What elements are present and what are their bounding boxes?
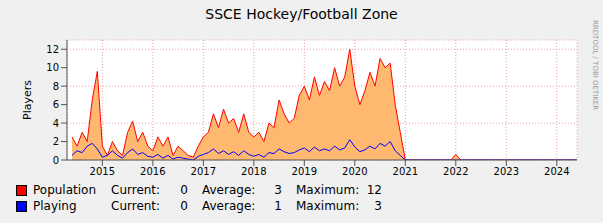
html-text:Average:: Average: [202, 199, 256, 213]
svg-text:0: 0 [53, 155, 59, 166]
html-text:RRDTOOL / TOBI OETIKER: RRDTOOL / TOBI OETIKER [591, 20, 599, 111]
svg-text:2015: 2015 [90, 166, 115, 177]
html-text:1: 1 [274, 199, 282, 213]
html-text:Maximum:: Maximum: [296, 183, 360, 197]
svg-text:2023: 2023 [494, 166, 519, 177]
svg-text:2019: 2019 [292, 166, 317, 177]
svg-text:2022: 2022 [443, 166, 468, 177]
html-text:Average:: Average: [202, 183, 256, 197]
html-text:Maximum:: Maximum: [296, 199, 360, 213]
svg-text:2024: 2024 [544, 166, 569, 177]
svg-text:2018: 2018 [241, 166, 266, 177]
html-text:3: 3 [274, 183, 282, 197]
svg-text:2017: 2017 [191, 166, 216, 177]
svg-text:2016: 2016 [140, 166, 165, 177]
svg-text:8: 8 [53, 81, 59, 92]
html-text:12: 12 [366, 183, 382, 197]
svg-text:12: 12 [46, 44, 59, 55]
html-text:Current:: Current: [111, 199, 161, 213]
svg-text:4: 4 [53, 118, 59, 129]
html-text:Population: Population [33, 183, 96, 197]
svg-text:2: 2 [53, 136, 59, 147]
svg-text:10: 10 [46, 62, 59, 73]
svg-text:Players: Players [21, 80, 34, 120]
html-text:Current:: Current: [111, 183, 161, 197]
svg-text:2021: 2021 [393, 166, 418, 177]
html-text:Playing: Playing [33, 199, 77, 213]
html-text:0: 0 [180, 199, 188, 213]
svg-text:2020: 2020 [342, 166, 367, 177]
svg-text:6: 6 [53, 99, 59, 110]
html-text:0: 0 [180, 183, 188, 197]
html-text:SSCE Hockey/Football Zone: SSCE Hockey/Football Zone [205, 6, 398, 22]
html-text:3: 3 [374, 199, 382, 213]
